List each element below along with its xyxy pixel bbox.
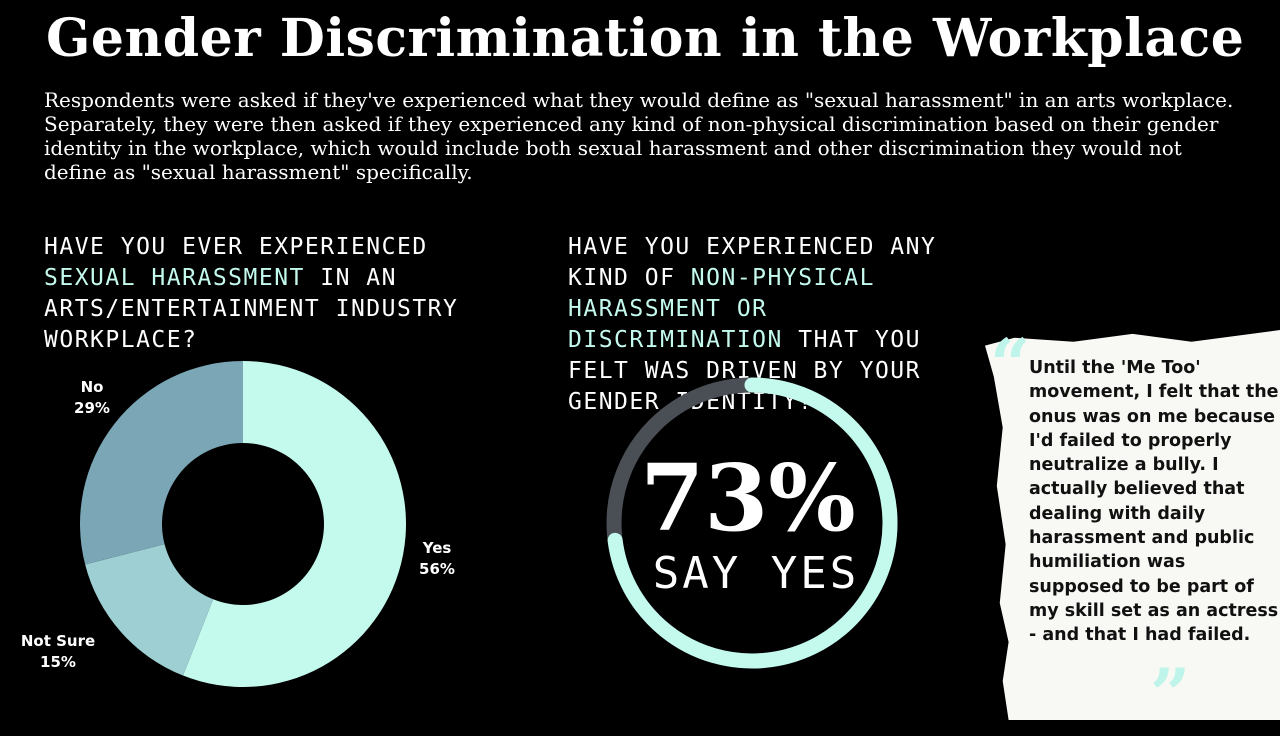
intro-text: Respondents were asked if they've experi… (44, 88, 1234, 184)
question-2: Have you experienced any kind of non-phy… (568, 232, 988, 418)
gauge-chart (606, 377, 898, 669)
open-quote-mark: “ (990, 323, 1031, 406)
donut-slice-not-sure (85, 544, 214, 676)
donut-label: Yes 56% (419, 539, 455, 578)
donut-slice-yes (182, 360, 407, 687)
quote-card (985, 330, 1280, 720)
close-quote-mark: ” (1150, 653, 1191, 736)
gauge-sub-label: SAY YES (653, 548, 859, 599)
quote-text: Until the 'Me Too' movement, I felt that… (1029, 358, 1279, 646)
gauge-fill (607, 377, 898, 669)
charts-canvas: Yes 56% Not Sure 15% No 29% 73% SAY YES (21, 360, 898, 687)
question-2-highlight: non-physical harassment or discriminatio… (568, 265, 875, 353)
page-title: Gender Discrimination in the Workplace (46, 8, 1245, 69)
question-1-highlight: sexual harassment (44, 265, 305, 291)
question-1-post: in an arts/entertainment industry workpl… (44, 265, 459, 353)
donut-chart: Yes 56% Not Sure 15% No 29% (21, 360, 455, 687)
question-1: Have you ever experienced sexual harassm… (44, 232, 464, 356)
question-1-pre: Have you ever experienced (44, 234, 428, 260)
gauge-value-label: 73% (640, 444, 855, 552)
donut-label: No 29% (74, 378, 110, 417)
donut-slice-no (80, 361, 243, 565)
donut-label: Not Sure 15% (21, 632, 95, 671)
question-2-pre: Have you experienced any kind of (568, 234, 937, 291)
